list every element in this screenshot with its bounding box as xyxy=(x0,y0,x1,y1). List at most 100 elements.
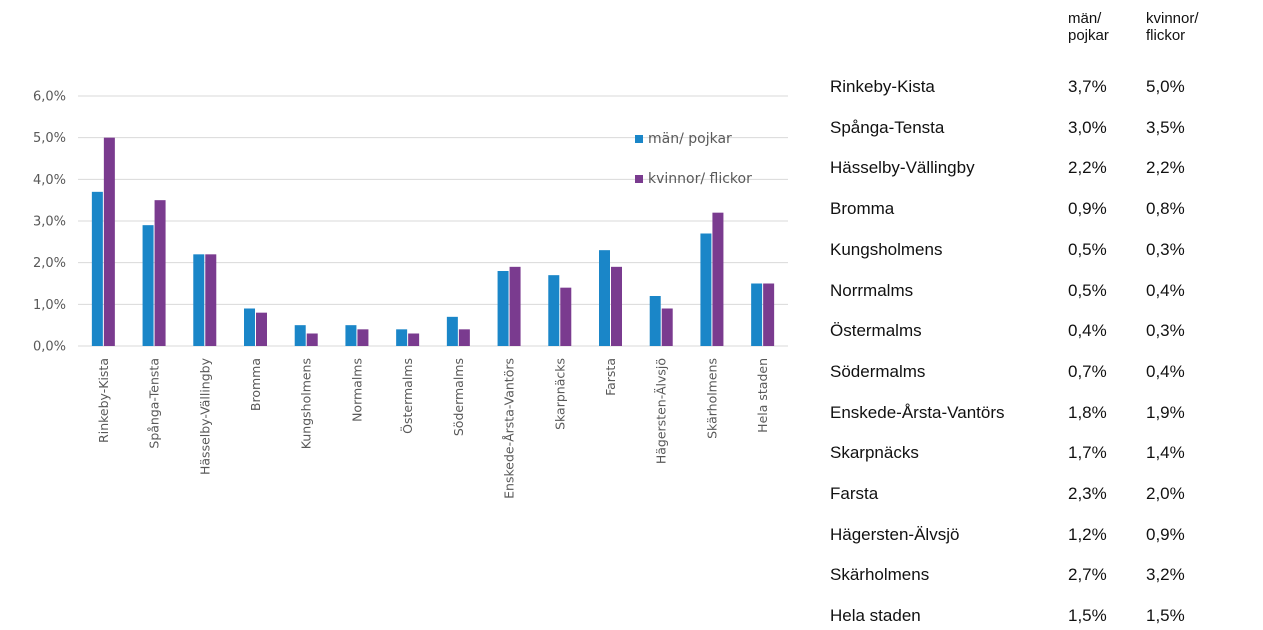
table-row: Rinkeby-Kista 3,7% 5,0% xyxy=(830,77,1250,101)
row-value-women: 0,8% xyxy=(1146,199,1185,219)
row-name: Kungsholmens xyxy=(830,239,943,259)
row-value-men: 1,7% xyxy=(1068,443,1107,463)
bar-women xyxy=(509,266,521,346)
bar-women xyxy=(103,137,115,346)
x-tick-label: Bromma xyxy=(248,358,263,411)
row-value-women: 1,4% xyxy=(1146,443,1185,463)
row-value-women: 0,9% xyxy=(1146,524,1185,544)
data-table: män/ pojkar kvinnor/ flickor Rinkeby-Kis… xyxy=(830,0,1250,626)
x-tick-label: Rinkeby-Kista xyxy=(96,358,111,443)
y-tick-label: 5,0% xyxy=(33,131,66,146)
bar-men xyxy=(294,325,306,346)
x-tick-label: Enskede-Årsta-Vantörs xyxy=(502,358,517,499)
y-tick-label: 1,0% xyxy=(33,298,66,313)
bar-women xyxy=(357,329,369,346)
table-row: Farsta 2,3% 2,0% xyxy=(830,484,1250,508)
bar-women xyxy=(712,212,724,346)
row-value-women: 0,4% xyxy=(1146,361,1185,381)
row-value-women: 1,9% xyxy=(1146,402,1185,422)
y-tick-label: 6,0% xyxy=(33,90,66,105)
row-name: Skärholmens xyxy=(830,565,930,585)
row-name: Enskede-Årsta-Vantörs xyxy=(830,402,1005,422)
row-value-women: 0,3% xyxy=(1146,239,1185,259)
x-tick-label: Spånga-Tensta xyxy=(147,358,162,449)
row-name: Södermalms xyxy=(830,361,926,381)
column-header-women: kvinnor/ flickor xyxy=(1146,10,1199,44)
bar-women xyxy=(408,333,420,346)
bar-women xyxy=(611,266,622,346)
table-row: Spånga-Tensta 3,0% 3,5% xyxy=(830,118,1250,142)
bar-women xyxy=(763,283,775,346)
bar-men xyxy=(599,250,610,346)
x-tick-label: Hägersten-Älvsjö xyxy=(654,358,669,464)
table-row: Skärholmens 2,7% 3,2% xyxy=(830,565,1250,589)
row-name: Rinkeby-Kista xyxy=(830,77,935,96)
bar-men xyxy=(142,225,154,346)
row-value-men: 1,8% xyxy=(1068,402,1107,422)
x-tick-label: Skarpnäcks xyxy=(552,358,567,430)
row-value-women: 2,0% xyxy=(1146,484,1185,503)
bar-women xyxy=(306,333,318,346)
row-name: Östermalms xyxy=(830,321,922,341)
bar-women xyxy=(661,308,673,346)
row-value-men: 0,7% xyxy=(1068,361,1107,381)
bar-men xyxy=(396,329,408,346)
row-value-women: 3,5% xyxy=(1146,117,1185,137)
row-name: Norrmalms xyxy=(830,280,914,300)
y-tick-label: 0,0% xyxy=(33,340,66,355)
bar-men xyxy=(751,283,763,346)
row-value-men: 3,0% xyxy=(1068,117,1107,137)
column-header-men: män/ pojkar xyxy=(1068,10,1109,44)
row-name: Skarpnäcks xyxy=(830,443,919,463)
bar-men xyxy=(244,308,255,346)
legend-label-women: kvinnor/ flickor xyxy=(648,171,752,187)
row-value-men: 2,2% xyxy=(1068,158,1107,178)
bar-women xyxy=(560,287,572,346)
row-value-women: 2,2% xyxy=(1146,158,1185,178)
row-value-women: 5,0% xyxy=(1146,77,1185,96)
x-tick-label: Östermalms xyxy=(399,358,415,434)
row-value-men: 0,4% xyxy=(1068,321,1107,341)
x-tick-label: Skärholmens xyxy=(704,358,719,439)
table-row: Hela staden 1,5% 1,5% xyxy=(830,606,1250,630)
row-value-men: 2,7% xyxy=(1068,565,1107,585)
y-tick-label: 4,0% xyxy=(33,173,66,188)
bar-men xyxy=(548,275,560,346)
x-tick-label: Södermalms xyxy=(451,358,466,436)
table-row: Skarpnäcks 1,7% 1,4% xyxy=(830,443,1250,467)
bar-chart: 0,0% 1,0% 2,0% 3,0% 4,0% 5,0% 6,0% Rinkeby-Kist… xyxy=(33,90,788,499)
row-value-men: 0,9% xyxy=(1068,199,1107,219)
legend-swatch-women xyxy=(635,175,643,183)
legend-label-men: män/ pojkar xyxy=(648,131,732,147)
bar-men xyxy=(446,316,458,346)
row-name: Farsta xyxy=(830,484,879,503)
table-row: Hässelby-Vällingby 2,2% 2,2% xyxy=(830,158,1250,182)
table-row: Enskede-Årsta-Vantörs 1,8% 1,9% xyxy=(830,403,1250,427)
bar-men xyxy=(345,325,357,346)
table-row: Norrmalms 0,5% 0,4% xyxy=(830,281,1250,305)
row-value-women: 0,4% xyxy=(1146,280,1185,300)
row-name: Bromma xyxy=(830,199,895,219)
row-name: Spånga-Tensta xyxy=(830,117,945,137)
table-row: Bromma 0,9% 0,8% xyxy=(830,199,1250,223)
x-tick-label: Hela staden xyxy=(755,358,770,433)
table-row: Södermalms 0,7% 0,4% xyxy=(830,362,1250,386)
bar-men xyxy=(91,191,103,346)
table-row: Östermalms 0,4% 0,3% xyxy=(830,321,1250,345)
x-tick-label: Kungsholmens xyxy=(299,358,314,449)
y-tick-label: 3,0% xyxy=(33,215,66,230)
bar-women xyxy=(154,200,166,346)
row-value-men: 0,5% xyxy=(1068,280,1107,300)
x-tick-label: Hässelby-Vällingby xyxy=(197,357,212,475)
legend-swatch-men xyxy=(635,135,643,143)
row-value-men: 2,3% xyxy=(1068,484,1107,503)
bar-men xyxy=(700,233,712,346)
table-row: Hägersten-Älvsjö 1,2% 0,9% xyxy=(830,525,1250,549)
row-value-men: 3,7% xyxy=(1068,77,1107,96)
row-value-women: 3,2% xyxy=(1146,565,1185,585)
row-name: Hela staden xyxy=(830,606,921,626)
row-value-women: 0,3% xyxy=(1146,321,1185,341)
row-value-men: 1,2% xyxy=(1068,524,1107,544)
bar-women xyxy=(205,254,217,346)
row-value-women: 1,5% xyxy=(1146,606,1185,626)
